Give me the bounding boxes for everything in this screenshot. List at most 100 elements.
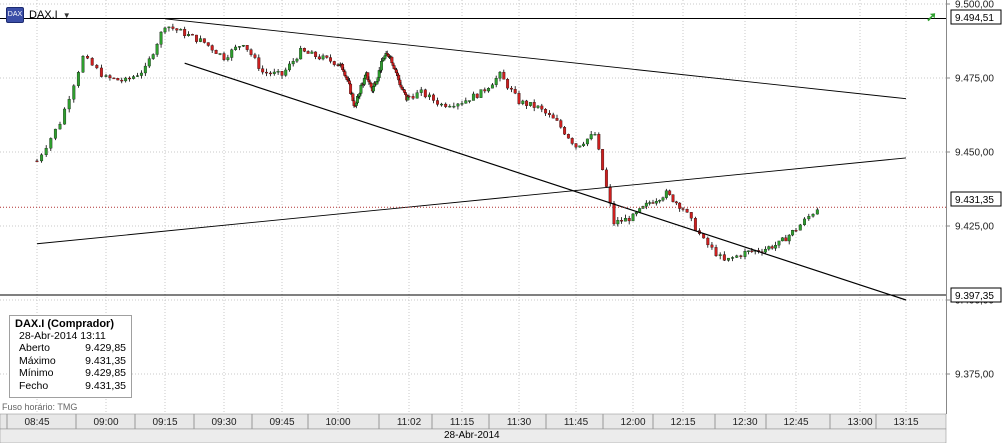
candle-body-31 xyxy=(167,26,171,29)
candle-body-157 xyxy=(487,88,491,92)
candle-body-227 xyxy=(750,250,754,252)
candle-body-45 xyxy=(222,53,226,60)
trend-up-icon[interactable]: ➚ xyxy=(926,9,937,24)
trendline-0 xyxy=(36,157,907,245)
candle-body-43 xyxy=(214,50,218,54)
candle-body-150 xyxy=(460,103,464,105)
candle-body-33 xyxy=(175,28,179,31)
candle-body-176 xyxy=(559,120,563,128)
candle-body-211 xyxy=(685,209,689,213)
candle-body-151 xyxy=(464,100,468,104)
candle-body-5 xyxy=(58,123,62,130)
x-tick-label-10: 12:00 xyxy=(620,417,645,428)
candle-body-30 xyxy=(163,27,167,33)
candle-body-28 xyxy=(155,44,159,55)
candle-body-202 xyxy=(654,201,658,204)
candle-body-183 xyxy=(585,138,589,145)
candle-body-58 xyxy=(272,71,276,74)
candle-body-138 xyxy=(411,96,415,99)
candle-body-29 xyxy=(159,31,163,45)
candle-body-98 xyxy=(362,77,366,85)
candle-body-48 xyxy=(234,46,238,50)
candle-body-154 xyxy=(475,93,479,98)
x-tick-label-8: 11:30 xyxy=(507,417,532,428)
candle-body-72 xyxy=(325,55,329,58)
trendline-2 xyxy=(184,62,907,301)
symbol-toolbar[interactable]: DAX DAX.I ▼ xyxy=(6,6,71,24)
candle-body-74 xyxy=(332,61,336,65)
price-badge-top-text: 9.494,51 xyxy=(955,13,994,24)
candle-body-134 xyxy=(404,92,408,95)
candle-body-234 xyxy=(774,244,778,249)
candle-body-222 xyxy=(731,257,735,259)
candle-body-139 xyxy=(415,92,419,99)
instrument-icon[interactable]: DAX xyxy=(6,7,24,23)
candle-body-69 xyxy=(314,51,318,57)
chevron-down-icon[interactable]: ▼ xyxy=(62,10,71,20)
candle-body-50 xyxy=(241,45,245,47)
candle-body-169 xyxy=(532,102,536,108)
candle-body-217 xyxy=(710,244,714,248)
candle-body-243 xyxy=(807,216,811,220)
candle-body-201 xyxy=(651,202,655,204)
candle-body-142 xyxy=(427,94,431,98)
candle-body-236 xyxy=(780,237,784,242)
candle-body-155 xyxy=(479,89,483,98)
candle-body-159 xyxy=(494,78,498,85)
x-tick-label-6: 11:02 xyxy=(397,417,422,428)
candle-body-144 xyxy=(436,100,439,105)
x-tick-label-15: 13:15 xyxy=(893,417,918,428)
candle-body-210 xyxy=(681,208,685,210)
candle-body-71 xyxy=(321,55,325,60)
candle-body-189 xyxy=(608,186,612,204)
candle-body-167 xyxy=(525,100,529,106)
candle-body-196 xyxy=(634,212,638,215)
candle-body-163 xyxy=(509,87,513,90)
x-tick-label-7: 11:15 xyxy=(450,417,475,428)
candle-body-52 xyxy=(249,49,253,55)
price-badge-top: 9.494,51 xyxy=(950,9,1002,25)
candle-body-140 xyxy=(419,89,423,93)
candle-body-175 xyxy=(555,118,559,121)
x-tick-label-3: 09:30 xyxy=(211,417,236,428)
candle-body-195 xyxy=(631,213,635,222)
candle-body-207 xyxy=(671,194,675,202)
price-badge-current: 9.431,35 xyxy=(950,191,1002,207)
candle-body-19 xyxy=(120,79,124,82)
candle-body-143 xyxy=(432,94,435,101)
candle-body-15 xyxy=(104,75,108,77)
candle-body-178 xyxy=(566,134,570,139)
candle-body-199 xyxy=(644,202,648,207)
y-tick-label-5: 9.375,00 xyxy=(955,370,994,381)
candle-body-166 xyxy=(521,100,525,104)
candle-body-60 xyxy=(280,71,284,76)
x-tick-label-9: 11:45 xyxy=(564,417,589,428)
candle-body-186 xyxy=(597,134,601,150)
candle-body-20 xyxy=(124,77,128,82)
candle-body-232 xyxy=(767,246,771,250)
x-tick-label-1: 09:00 xyxy=(93,417,118,428)
candle-body-122 xyxy=(390,56,394,64)
candle-body-152 xyxy=(468,100,472,102)
candle-body-180 xyxy=(574,143,578,148)
candle-body-59 xyxy=(276,71,280,73)
candle-body-165 xyxy=(517,93,521,104)
candle-body-203 xyxy=(658,200,662,202)
info-title: DAX.I (Comprador) xyxy=(15,318,114,330)
symbol-label[interactable]: DAX.I xyxy=(29,9,58,21)
candle-body-55 xyxy=(261,68,265,73)
candlestick-series xyxy=(35,23,819,262)
candle-body-8 xyxy=(72,85,76,100)
candle-body-26 xyxy=(147,58,151,67)
candle-body-218 xyxy=(714,247,718,256)
candle-body-36 xyxy=(187,34,191,37)
candle-body-6 xyxy=(63,108,67,125)
candle-body-7 xyxy=(67,99,71,110)
candle-body-95 xyxy=(359,85,363,94)
candle-body-32 xyxy=(171,26,175,29)
candle-body-221 xyxy=(727,257,730,261)
candle-body-172 xyxy=(544,109,548,114)
candle-body-153 xyxy=(471,93,475,101)
